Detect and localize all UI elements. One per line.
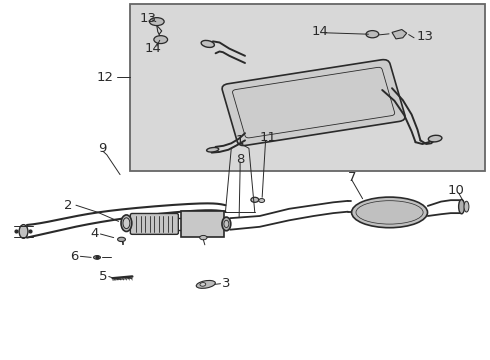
Ellipse shape	[121, 215, 132, 231]
Ellipse shape	[19, 225, 28, 238]
Text: 14: 14	[145, 42, 161, 55]
Ellipse shape	[464, 201, 469, 212]
Ellipse shape	[123, 218, 130, 229]
Text: 5: 5	[98, 270, 107, 283]
Ellipse shape	[366, 31, 379, 38]
Text: 8: 8	[236, 153, 245, 166]
Ellipse shape	[154, 36, 168, 44]
Text: 6: 6	[70, 250, 79, 263]
Text: 13: 13	[416, 30, 434, 43]
FancyBboxPatch shape	[130, 213, 178, 234]
Text: 12: 12	[97, 71, 114, 84]
Text: 14: 14	[311, 25, 328, 38]
Text: 3: 3	[222, 277, 231, 290]
Ellipse shape	[200, 283, 206, 286]
Text: 2: 2	[64, 199, 73, 212]
Text: 7: 7	[347, 171, 356, 184]
FancyBboxPatch shape	[130, 4, 485, 171]
Text: 13: 13	[140, 12, 157, 25]
Ellipse shape	[428, 135, 442, 142]
Ellipse shape	[459, 199, 465, 214]
Text: 11: 11	[260, 131, 277, 144]
Ellipse shape	[352, 197, 427, 228]
Ellipse shape	[224, 220, 229, 228]
Ellipse shape	[196, 280, 215, 288]
Text: 1: 1	[236, 134, 245, 147]
Ellipse shape	[251, 197, 259, 202]
Ellipse shape	[118, 237, 125, 242]
Ellipse shape	[149, 18, 164, 26]
Ellipse shape	[200, 235, 207, 240]
Ellipse shape	[201, 40, 215, 48]
Ellipse shape	[94, 256, 100, 259]
Ellipse shape	[259, 199, 265, 202]
Polygon shape	[392, 30, 407, 39]
Text: 4: 4	[90, 227, 98, 240]
Ellipse shape	[222, 217, 231, 231]
Text: 10: 10	[447, 184, 464, 197]
Text: 9: 9	[98, 142, 106, 155]
FancyBboxPatch shape	[222, 60, 405, 145]
FancyBboxPatch shape	[181, 211, 224, 237]
Ellipse shape	[207, 148, 219, 152]
